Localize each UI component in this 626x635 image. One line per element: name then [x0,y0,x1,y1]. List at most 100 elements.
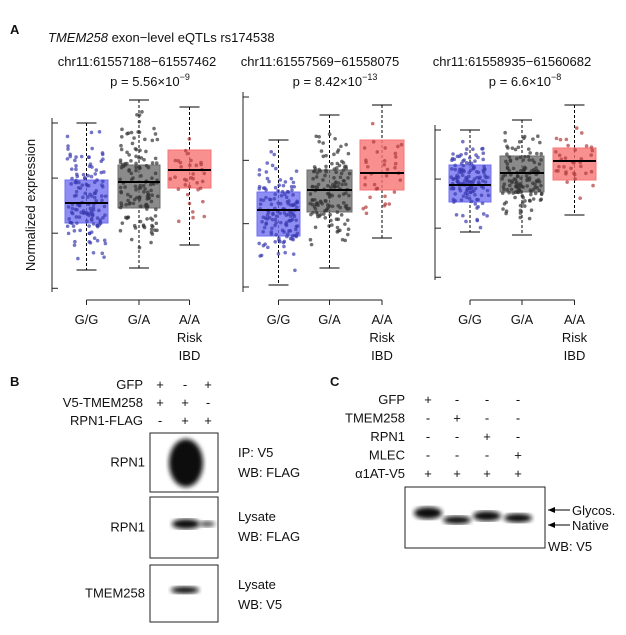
dot [393,161,398,166]
dot [478,175,482,179]
band [414,507,442,519]
dot [535,185,539,190]
dot [74,215,79,219]
dot [133,184,138,189]
dot [259,253,264,258]
dot [467,196,472,201]
dot [294,218,299,222]
dot [127,153,131,157]
dot [149,188,153,193]
dot [315,171,320,175]
dot [383,202,388,206]
dot [584,171,588,176]
dot [125,131,129,136]
dot [589,145,594,149]
dot [460,173,465,178]
dot [293,268,297,273]
dot [286,190,291,194]
dot [330,161,334,166]
dot [270,226,274,231]
dot [505,152,509,157]
dot [149,240,153,245]
dot [525,178,529,183]
dot [322,212,326,216]
dot [518,211,523,215]
dot [273,217,278,222]
dot [339,144,343,149]
dot [399,142,404,147]
p-value: p = 5.56×10−9 [110,72,190,89]
sign: - [455,392,459,407]
dot [566,143,570,148]
dot [483,180,488,184]
dot [90,165,94,169]
dot [141,183,146,188]
dot [308,237,313,242]
dot [340,182,344,187]
row-label: RPN1-FLAG [70,413,143,428]
y-axis-label: Normalized expression [23,139,38,271]
dot [257,168,262,172]
dot [266,245,270,250]
dot [87,231,92,236]
sign: - [516,392,520,407]
dot [91,205,96,210]
dot [537,188,542,193]
dot [272,152,277,157]
dot [150,193,154,198]
dot [150,218,155,222]
dot [119,134,124,139]
dot [334,166,339,170]
dot [461,194,466,198]
dot [92,236,97,240]
dot [556,169,560,173]
dot [137,245,142,250]
dot [324,164,328,169]
dot [168,177,173,181]
dot [564,137,569,142]
dot [129,237,134,242]
dot [527,176,532,180]
dot [516,145,521,150]
dot [364,211,369,216]
dot [187,184,192,189]
dot [129,130,134,135]
dot [461,139,465,144]
dot [137,156,141,160]
genotype-label: IBD [564,348,586,363]
p-exp: −9 [180,72,190,82]
dot [343,204,348,209]
dot [74,167,78,172]
sign: + [204,377,212,392]
dot [285,200,290,204]
dot [461,163,466,168]
dot [75,174,80,179]
dot [78,228,82,233]
dot [365,164,370,169]
dot [370,121,375,126]
dot [262,225,267,230]
dot [130,141,135,146]
dot [185,151,190,156]
dot [93,180,97,185]
p-text: p = 5.56×10 [110,74,179,89]
dot [89,130,94,135]
dot [123,185,127,189]
blot-note: WB: V5 [238,597,282,612]
dot [94,168,99,172]
dot [125,192,130,197]
dot [294,227,298,232]
sign: + [424,392,432,407]
dot [176,219,181,224]
dot [313,225,318,230]
dot [290,188,294,192]
dot [131,201,136,206]
dot [88,240,93,245]
dot [485,214,489,218]
dot [526,147,531,151]
dot [591,183,595,188]
dot [462,158,466,162]
dot [74,178,78,183]
dot [347,193,351,198]
dot [564,170,568,174]
